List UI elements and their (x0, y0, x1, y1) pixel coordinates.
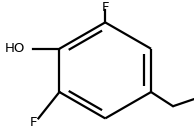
Text: HO: HO (5, 42, 25, 55)
Text: F: F (101, 1, 109, 14)
Text: F: F (30, 116, 37, 129)
